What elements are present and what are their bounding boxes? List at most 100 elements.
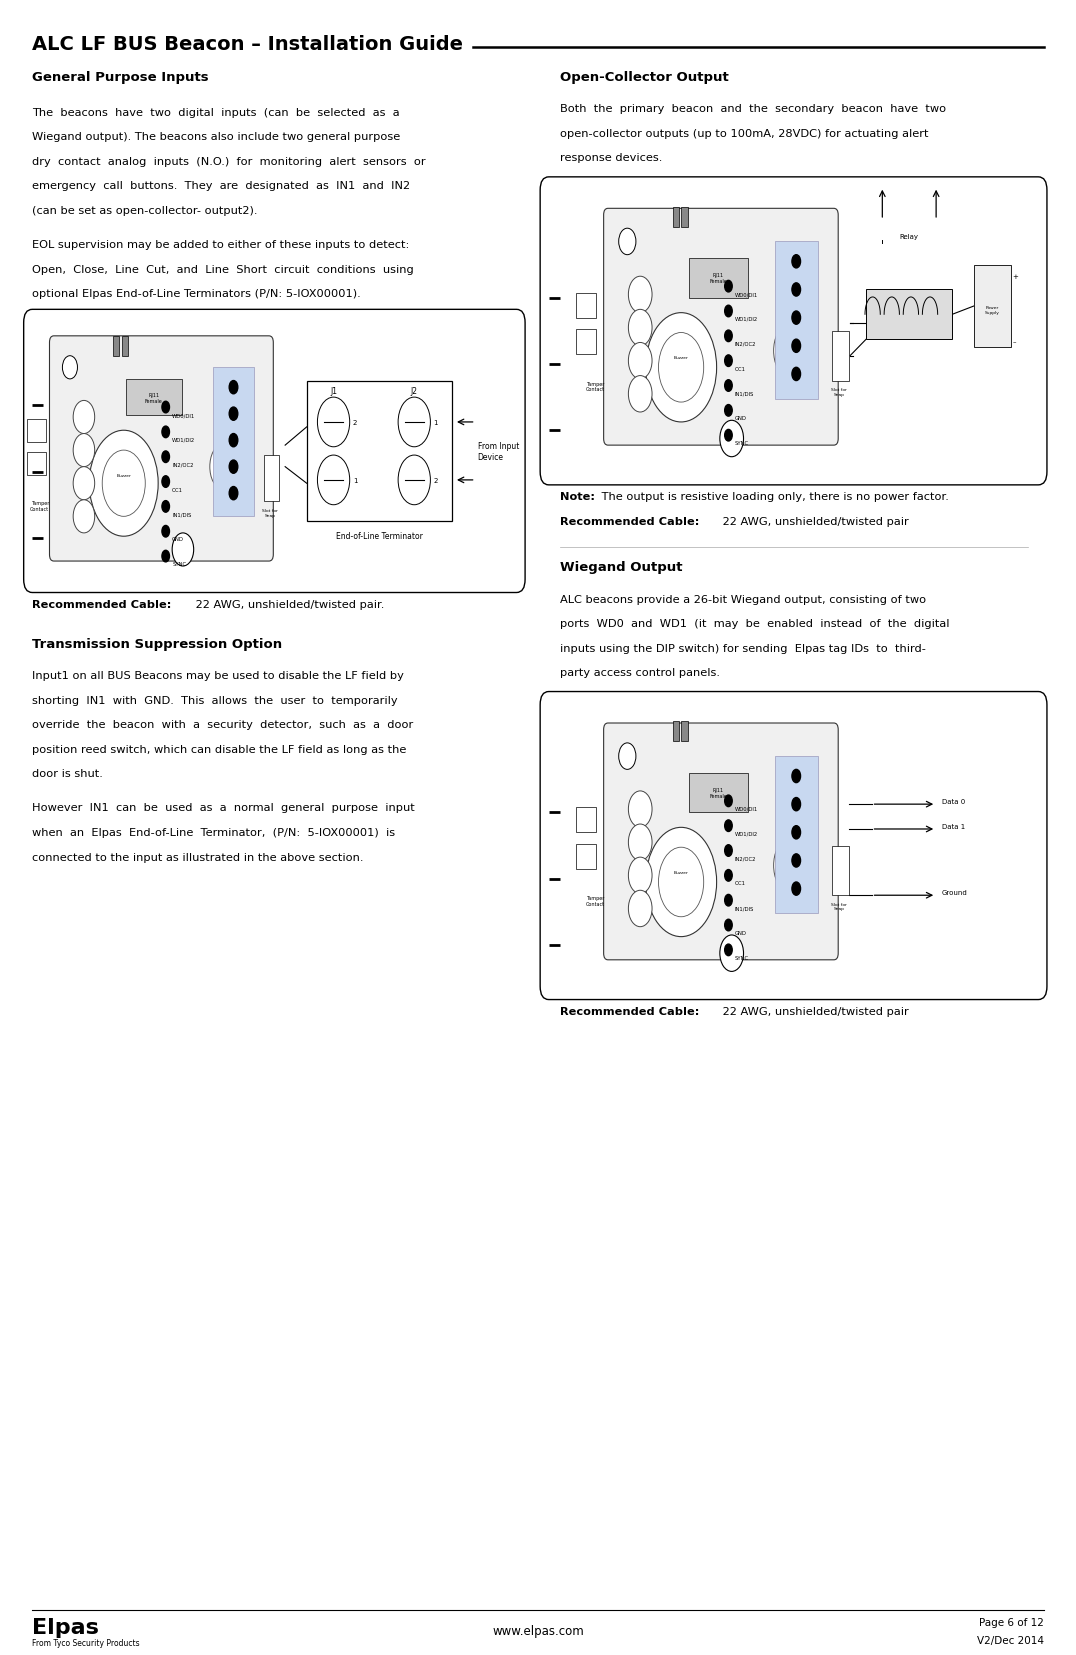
Text: WD1/DI2: WD1/DI2 [735, 316, 759, 321]
Text: However  IN1  can  be  used  as  a  normal  general  purpose  input: However IN1 can be used as a normal gene… [32, 803, 415, 813]
Text: V2/Dec 2014: V2/Dec 2014 [977, 1635, 1044, 1645]
Text: SYNC: SYNC [735, 955, 749, 960]
Text: From Tyco Security Products: From Tyco Security Products [32, 1638, 140, 1647]
Bar [113, 336, 119, 356]
Circle shape [720, 420, 744, 457]
Circle shape [89, 430, 158, 536]
Bar [576, 329, 596, 354]
Circle shape [792, 367, 801, 381]
Circle shape [619, 228, 636, 255]
Text: Buzzer: Buzzer [674, 356, 689, 361]
Circle shape [792, 882, 801, 895]
Text: 22 AWG, unshielded/twisted pair: 22 AWG, unshielded/twisted pair [719, 1006, 908, 1016]
Bar [122, 336, 128, 356]
Text: Slot for
Snap: Slot for Snap [263, 508, 278, 518]
FancyBboxPatch shape [604, 723, 838, 960]
Bar [27, 452, 46, 475]
Ellipse shape [774, 842, 797, 889]
Text: 2: 2 [353, 420, 357, 425]
Circle shape [73, 467, 95, 500]
Circle shape [628, 824, 652, 861]
Circle shape [659, 847, 704, 917]
Circle shape [161, 477, 170, 488]
Circle shape [792, 283, 801, 296]
Bar [264, 455, 279, 501]
Text: override  the  beacon  with  a  security  detector,  such  as  a  door: override the beacon with a security dete… [32, 720, 413, 730]
Circle shape [628, 890, 652, 927]
Text: GND: GND [172, 536, 184, 541]
Circle shape [659, 333, 704, 402]
Circle shape [398, 455, 430, 505]
Bar [126, 379, 182, 415]
Text: shorting  IN1  with  GND.  This  allows  the  user  to  temporarily: shorting IN1 with GND. This allows the u… [32, 695, 398, 705]
Circle shape [229, 381, 238, 394]
Bar [775, 242, 818, 399]
Text: (can be set as open-collector- output2).: (can be set as open-collector- output2). [32, 205, 258, 215]
Text: door is shut.: door is shut. [32, 768, 103, 778]
Text: Tamper
Contact: Tamper Contact [585, 895, 605, 907]
Circle shape [792, 339, 801, 353]
Ellipse shape [774, 328, 797, 374]
Circle shape [229, 487, 238, 500]
Text: Slot for
Snap: Slot for Snap [832, 902, 847, 910]
Text: Buzzer: Buzzer [674, 871, 689, 874]
Circle shape [725, 356, 732, 367]
Circle shape [229, 407, 238, 420]
Text: Relay: Relay [900, 233, 919, 240]
Text: +: + [1013, 273, 1018, 280]
Text: 1: 1 [434, 420, 438, 425]
Text: EOL supervision may be added to either of these inputs to detect:: EOL supervision may be added to either o… [32, 240, 410, 250]
Text: Slot for
Snap: Slot for Snap [832, 387, 847, 397]
Text: WD1/DI2: WD1/DI2 [735, 831, 759, 836]
Bar [775, 756, 818, 914]
Text: 22 AWG, unshielded/twisted pair.: 22 AWG, unshielded/twisted pair. [192, 599, 384, 609]
Text: position reed switch, which can disable the LF field as long as the: position reed switch, which can disable … [32, 745, 407, 755]
Circle shape [725, 281, 732, 293]
Circle shape [62, 356, 77, 379]
Bar [576, 844, 596, 869]
Circle shape [792, 255, 801, 268]
Bar [974, 265, 1011, 348]
Circle shape [628, 309, 652, 346]
Circle shape [725, 846, 732, 857]
Circle shape [725, 796, 732, 808]
Text: party access control panels.: party access control panels. [560, 667, 720, 677]
Text: IN1/DIS: IN1/DIS [735, 905, 754, 910]
Text: General Purpose Inputs: General Purpose Inputs [32, 71, 209, 84]
Text: Recommended Cable:: Recommended Cable: [560, 516, 699, 526]
FancyBboxPatch shape [604, 209, 838, 445]
Text: Power
Supply: Power Supply [986, 306, 1000, 314]
Text: Open,  Close,  Line  Cut,  and  Line  Short  circuit  conditions  using: Open, Close, Line Cut, and Line Short ci… [32, 265, 414, 275]
Bar [307, 381, 452, 521]
Text: Open-Collector Output: Open-Collector Output [560, 71, 728, 84]
Circle shape [725, 895, 732, 907]
Circle shape [73, 401, 95, 434]
Circle shape [628, 857, 652, 894]
Text: ALC beacons provide a 26-bit Wiegand output, consisting of two: ALC beacons provide a 26-bit Wiegand out… [560, 594, 925, 604]
Text: Tamper
Contact: Tamper Contact [585, 381, 605, 392]
Circle shape [725, 405, 732, 417]
Circle shape [792, 798, 801, 811]
Circle shape [172, 533, 194, 566]
Circle shape [317, 455, 350, 505]
Circle shape [725, 430, 732, 442]
Bar [213, 367, 254, 516]
Text: Data 1: Data 1 [942, 823, 965, 829]
Circle shape [725, 821, 732, 832]
Text: From Input
Device: From Input Device [478, 442, 519, 462]
Circle shape [725, 306, 732, 318]
Text: ports  WD0  and  WD1  (it  may  be  enabled  instead  of  the  digital: ports WD0 and WD1 (it may be enabled ins… [560, 619, 949, 629]
Text: End-of-Line Terminator: End-of-Line Terminator [336, 531, 423, 541]
Text: Wiegand output). The beacons also include two general purpose: Wiegand output). The beacons also includ… [32, 132, 400, 142]
Circle shape [317, 397, 350, 447]
Text: www.elpas.com: www.elpas.com [492, 1624, 584, 1637]
Circle shape [628, 376, 652, 412]
Text: IN2/OC2: IN2/OC2 [172, 462, 194, 467]
Text: Ground: Ground [942, 889, 967, 895]
Text: Transmission Suppression Option: Transmission Suppression Option [32, 637, 282, 650]
Circle shape [725, 381, 732, 392]
Circle shape [161, 551, 170, 563]
Circle shape [725, 331, 732, 343]
Bar [672, 207, 679, 227]
Text: emergency  call  buttons.  They  are  designated  as  IN1  and  IN2: emergency call buttons. They are designa… [32, 180, 410, 190]
